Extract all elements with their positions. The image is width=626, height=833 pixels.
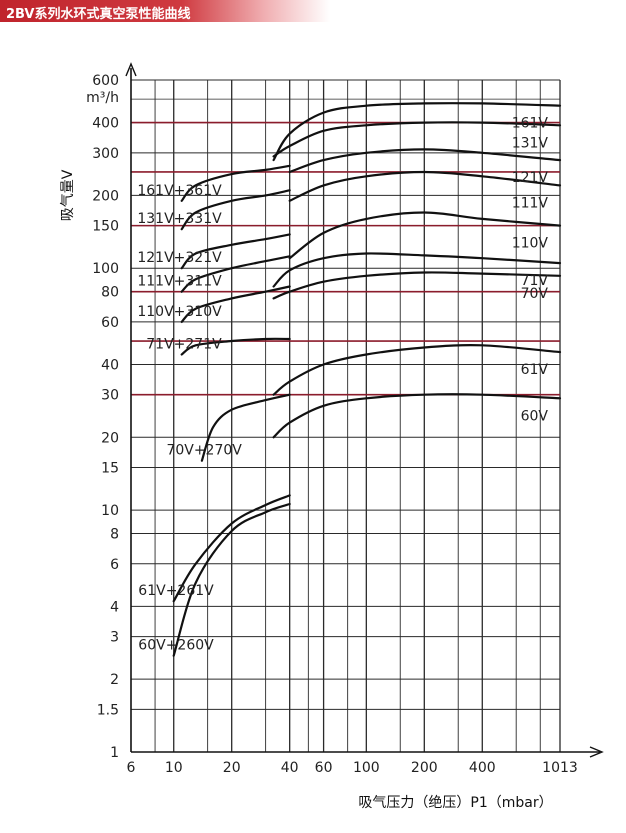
x-tick-label: 100 <box>353 760 380 776</box>
x-tick-label: 200 <box>411 760 438 776</box>
series-line-61v-261v <box>172 494 291 603</box>
series-line-111v-311v <box>180 255 291 293</box>
series-line-71v <box>272 252 562 288</box>
series-line-161v-361v <box>180 164 291 202</box>
x-tick-label: 10 <box>165 760 183 776</box>
series-line-60v-260v <box>172 502 291 657</box>
y-tick-label: 4 <box>110 599 119 615</box>
series-label-71v-271v: 71V+271V <box>146 336 222 352</box>
x-axis-title: 吸气压力（绝压）P1（mbar） <box>358 795 552 811</box>
y-tick-label: 20 <box>101 430 119 446</box>
series-line-60v <box>272 393 562 439</box>
series-label-110v-310v: 110V+310V <box>137 304 222 320</box>
series-label-110v: 110V <box>512 236 549 252</box>
series-label-70v-270v: 70V+270V <box>166 443 242 459</box>
series-line-110v <box>288 211 562 260</box>
y-tick-label: 200 <box>92 188 119 204</box>
series-label-71v: 71V <box>521 273 549 289</box>
x-tick-label: 400 <box>469 760 496 776</box>
x-tick-label: 40 <box>281 760 299 776</box>
chart-title: 2BV系列水环式真空泵性能曲线 <box>6 7 191 22</box>
y-tick-label: 3 <box>110 630 119 646</box>
series-label-60v-260v: 60V+260V <box>138 638 214 654</box>
series-label-61v: 61V <box>521 362 549 378</box>
y-axis-title: 吸气量V <box>60 169 76 221</box>
y-tick-label: 80 <box>101 285 119 301</box>
y-tick-label: 100 <box>92 261 119 277</box>
series-line-131v <box>272 121 562 158</box>
y-tick-label: 60 <box>101 315 119 331</box>
y-tick-label: 1.5 <box>97 702 119 718</box>
y-tick-label: 15 <box>101 461 119 477</box>
series-line-70v-270v <box>200 393 291 462</box>
y-tick-label: 30 <box>101 388 119 404</box>
series-line-61v <box>272 344 562 396</box>
series-label-131v: 131V <box>512 135 549 151</box>
y-tick-label: 40 <box>101 357 119 373</box>
y-tick-label: 300 <box>92 146 119 162</box>
y-tick-label: 600 <box>92 73 119 89</box>
x-tick-label: 20 <box>223 760 241 776</box>
series-line-111v <box>288 170 562 202</box>
series-line-71v-271v <box>180 337 291 356</box>
y-axis-arrow <box>125 62 137 77</box>
y-tick-label: 400 <box>92 116 119 132</box>
x-tick-label: 1013 <box>542 760 578 776</box>
x-tick-label: 60 <box>315 760 333 776</box>
tick-labels: 1 1.5 2 3 4 6 8 10 15 20 30 40 60 80 100 150 200 300 400 60… <box>86 73 578 776</box>
series-label-70v: 70V <box>521 286 549 302</box>
series-label-111v-311v: 111V+311V <box>137 274 222 290</box>
axes <box>125 62 604 758</box>
y-tick-label: 10 <box>101 503 119 519</box>
series-label-121v-321v: 121V+321V <box>137 250 222 266</box>
y-tick-label: 1 <box>110 745 119 761</box>
y-tick-label: 8 <box>110 527 119 543</box>
series-label-111v: 111V <box>512 195 549 211</box>
series-label-161v-361v: 161V+361V <box>137 183 222 199</box>
x-tick-label: 6 <box>127 760 136 776</box>
series-line-121v <box>288 148 562 174</box>
series-line-161v <box>272 102 562 162</box>
series-line-70v <box>272 271 562 300</box>
series-label-61v-261v: 61V+261V <box>138 583 214 599</box>
x-axis-arrow <box>589 746 604 758</box>
series-line-131v-331v <box>180 189 291 231</box>
series-label-60v: 60V <box>521 408 549 424</box>
y-tick-label: 2 <box>110 672 119 688</box>
series-label-121v: 121V <box>512 170 549 186</box>
series-line-110v-310v <box>180 285 291 323</box>
y-tick-label: 150 <box>92 219 119 235</box>
y-unit-label: m³/h <box>86 90 119 106</box>
axis-titles: 吸气压力（绝压）P1（mbar） 吸气量V <box>60 169 553 811</box>
series-label-131v-331v: 131V+331V <box>137 211 222 227</box>
title-banner: 2BV系列水环式真空泵性能曲线 <box>0 0 330 22</box>
series-group <box>172 102 562 657</box>
series-line-121v-321v <box>180 233 291 270</box>
y-tick-label: 6 <box>110 557 119 573</box>
series-label-161v: 161V <box>512 116 549 132</box>
